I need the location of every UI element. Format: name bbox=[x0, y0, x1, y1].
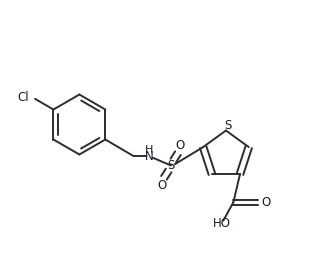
Text: H: H bbox=[145, 145, 153, 155]
Text: S: S bbox=[224, 119, 232, 132]
Text: HO: HO bbox=[213, 217, 231, 230]
Text: O: O bbox=[262, 196, 271, 209]
Text: S: S bbox=[167, 159, 175, 172]
Text: O: O bbox=[157, 179, 166, 192]
Text: N: N bbox=[145, 150, 153, 163]
Text: O: O bbox=[176, 139, 185, 152]
Text: Cl: Cl bbox=[17, 91, 29, 104]
